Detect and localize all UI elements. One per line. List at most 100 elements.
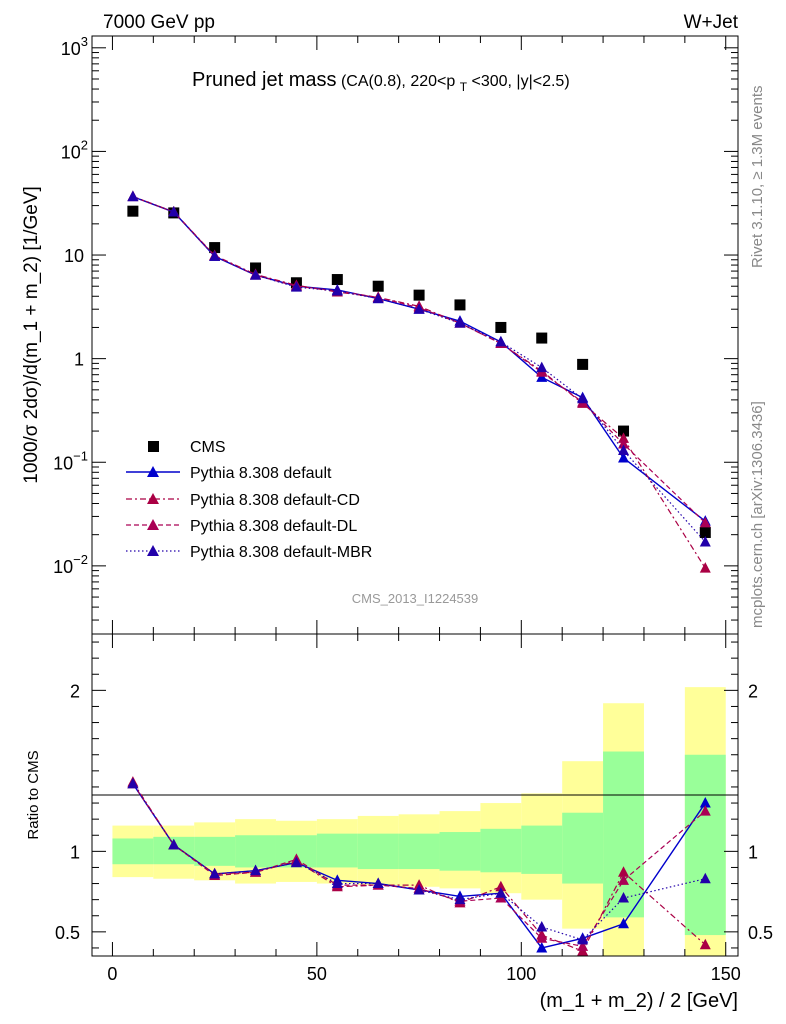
- cms-data-point: [577, 358, 589, 370]
- mc-series-marker-3: [618, 438, 630, 449]
- mc-series-marker-2: [699, 562, 711, 573]
- header-process: W+Jet: [684, 12, 739, 33]
- ratio-series-line-2: [132, 783, 706, 948]
- main-y-axis-label: 1000/σ 2dσ)/d(m_1 + m_2) [1/GeV]: [21, 186, 42, 484]
- mc-series-marker-4: [127, 190, 139, 202]
- mc-series-marker-4: [536, 361, 548, 373]
- ratio-series-marker-3: [250, 864, 262, 876]
- ratio-series-marker-3: [618, 892, 630, 903]
- mc-series-marker-3: [699, 516, 711, 528]
- main-title-sub-pre: (CA(0.8), 220<p: [341, 73, 455, 90]
- main-y-tick-label-base: 10: [61, 39, 81, 59]
- uncertainty-band-inner: [357, 833, 399, 870]
- ratio-series-marker-3: [331, 877, 343, 889]
- cms-data-point: [495, 321, 507, 333]
- header-energy: 7000 GeV pp: [103, 12, 215, 33]
- ratio-x-tick-label: 100: [506, 964, 536, 984]
- mc-series-marker-4: [250, 269, 262, 280]
- main-y-tick-label-exp: −2: [73, 552, 88, 567]
- ratio-frame: [91, 633, 739, 957]
- mc-series-marker-4: [699, 535, 711, 547]
- mc-series-marker-4: [372, 292, 384, 304]
- mc-series-line-3: [132, 196, 706, 524]
- ratio-series-marker-3: [290, 856, 302, 868]
- cms-data-point: [699, 526, 711, 538]
- legend-label-cd: Pythia 8.308 default-CD: [190, 492, 360, 509]
- mc-series-marker-4: [618, 444, 630, 455]
- uncertainty-band-inner: [194, 836, 236, 866]
- ratio-series-line-1: [132, 781, 706, 952]
- ratio-y-tick-label-right: 1: [748, 842, 758, 862]
- legend-marker-cms: [148, 441, 159, 452]
- main-title-sub-post: <300, |y|<2.5): [472, 73, 570, 90]
- main-y-tick-label: 10−1: [53, 448, 88, 473]
- uncertainty-band-inner: [398, 833, 440, 870]
- ratio-panel: 0 50 100 150 0.5 0.5 1 1 2 2 Ratio to CMS (m_1 + …: [25, 633, 773, 1012]
- main-y-tick-label-exp: −1: [73, 448, 88, 463]
- mcplots-label: mcplots.cern.ch [arXiv:1306.3436]: [749, 401, 766, 628]
- main-y-tick-label: 103: [61, 34, 88, 59]
- ratio-series-marker-2: [577, 940, 589, 951]
- ratio-series-marker-2: [536, 932, 548, 943]
- mc-series-marker-2: [618, 432, 630, 443]
- cms-data-point: [331, 274, 343, 286]
- mc-series-marker-4: [209, 250, 221, 261]
- ratio-x-tick-label: 50: [307, 964, 327, 984]
- ratio-x-tick-label: 150: [711, 964, 741, 984]
- uncertainty-band-inner: [684, 754, 726, 936]
- main-y-tick-label-base: 10: [61, 142, 81, 162]
- uncertainty-band-inner: [112, 838, 154, 865]
- legend-label-mbr: Pythia 8.308 default-MBR: [190, 544, 372, 561]
- ratio-series-marker-3: [577, 933, 589, 945]
- ratio-series-marker-3: [209, 867, 221, 879]
- mc-series-marker-4: [577, 392, 589, 404]
- legend-marker-mbr: [147, 545, 159, 556]
- cms-data-point: [618, 425, 630, 437]
- x-axis-label: (m_1 + m_2) / 2 [GeV]: [540, 990, 738, 1012]
- cms-data-point: [536, 332, 548, 344]
- ratio-series-marker-3: [413, 883, 425, 895]
- main-y-tick-label-exp: 3: [81, 34, 88, 49]
- cms-data-point: [127, 205, 139, 217]
- mc-series-marker-4: [413, 303, 425, 314]
- main-y-tick-label-base: 10: [53, 453, 73, 473]
- mc-series-marker-4: [331, 284, 343, 296]
- legend-marker-cd: [147, 493, 159, 504]
- ratio-series-marker-3: [372, 877, 384, 889]
- ratio-y-tick-label: 2: [70, 681, 80, 701]
- main-y-tick-label-base: 10: [53, 557, 73, 577]
- main-title: Pruned jet mass (CA(0.8), 220<p T <300, …: [192, 69, 570, 95]
- analysis-watermark: CMS_2013_I1224539: [352, 591, 479, 606]
- mc-series-marker-1: [618, 451, 630, 463]
- cms-data-point: [250, 262, 262, 274]
- ratio-series-marker-3: [699, 872, 711, 884]
- uncertainty-band-inner: [235, 835, 276, 868]
- ratio-series-marker-1: [618, 866, 630, 877]
- main-y-tick-label: 1: [74, 350, 84, 370]
- mc-series-line-2: [132, 195, 706, 569]
- ratio-series-marker-3: [536, 921, 548, 932]
- main-title-sub-sub: T: [460, 80, 468, 94]
- legend-label-dl: Pythia 8.308 default-DL: [190, 518, 357, 535]
- legend: CMS Pythia 8.308 default Pythia 8.308 de…: [126, 439, 372, 561]
- ratio-series-marker-1: [699, 938, 711, 950]
- legend-label-default: Pythia 8.308 default: [190, 465, 332, 482]
- cms-data-point: [372, 280, 384, 292]
- ratio-y-tick-label: 1: [70, 842, 80, 862]
- ratio-series-marker-2: [699, 805, 711, 816]
- ratio-series-marker-1: [495, 880, 507, 892]
- ratio-series-marker-3: [168, 838, 180, 850]
- ratio-series-marker-3: [127, 777, 139, 789]
- mc-series-marker-4: [454, 317, 466, 328]
- uncertainty-band-inner: [439, 832, 481, 871]
- cms-data-point: [454, 299, 466, 311]
- cms-data-point: [413, 289, 425, 301]
- ratio-y-tick-label-right: 0.5: [748, 923, 773, 943]
- ratio-series-marker-2: [618, 874, 630, 885]
- ratio-series-marker-0: [699, 797, 711, 808]
- ratio-series-marker-3: [454, 893, 466, 905]
- mc-series-marker-4: [168, 206, 180, 217]
- legend-marker-default: [147, 466, 159, 477]
